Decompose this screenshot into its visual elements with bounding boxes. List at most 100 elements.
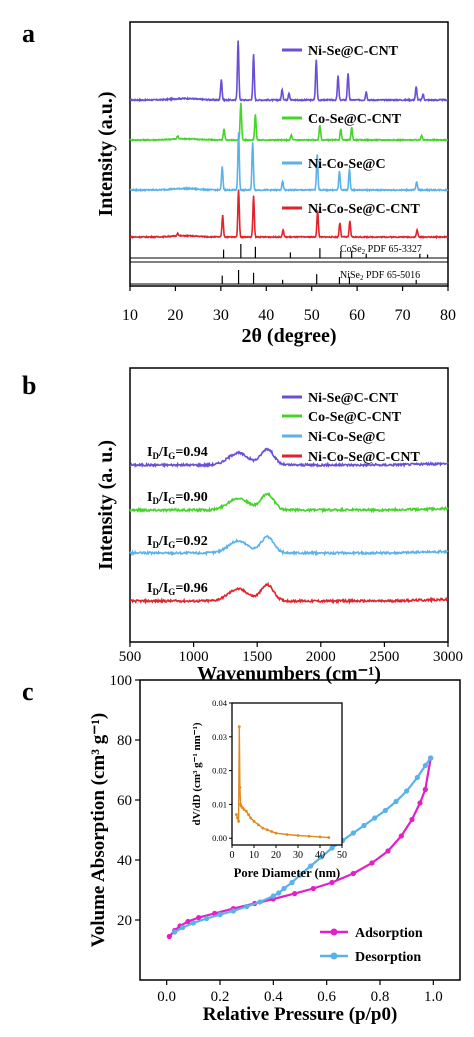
panel-b: b Ni-Se@C-CNT Co-Se@C-CNT Ni-Co-Se@C Ni-Co-… xyxy=(22,367,463,685)
isotherm-point-adsorption xyxy=(385,848,391,854)
y-tick-label-c: 60 xyxy=(117,793,132,809)
panel-b-x-ticks: 500 1000 1500 2000 2500 3000 xyxy=(119,642,463,665)
x-tick-label-c: 0.0 xyxy=(157,989,176,1005)
x-tick-label-a: 20 xyxy=(167,307,183,324)
inset-y-tick-label: 0.00 xyxy=(212,833,227,843)
x-tick-label-b: 500 xyxy=(119,649,142,665)
inset-pore-point xyxy=(237,725,241,729)
x-tick-label-b: 2500 xyxy=(369,649,399,665)
panel-b-ratio-labels: ID/IG=0.94 ID/IG=0.90 ID/IG=0.92 ID/IG=0.96 xyxy=(147,445,208,597)
inset-y-axis-label: dV/dD (cm³ g⁻¹ nm⁻¹) xyxy=(191,722,203,825)
xrd-series-ni-co-se-c-cnt xyxy=(129,189,449,240)
isotherm-point-adsorption xyxy=(422,786,428,793)
inset-y-ticks: 0.00 0.01 0.02 0.03 0.04 xyxy=(212,698,232,843)
isotherm-point-desorption xyxy=(204,915,210,922)
isotherm-point-adsorption xyxy=(398,833,404,839)
inset-series xyxy=(235,725,331,839)
legend-label-b-2: Co-Se@C-CNT xyxy=(308,410,402,425)
panel-b-y-axis-label: Intensity (a. u.) xyxy=(95,440,117,570)
inset-x-tick-label: 30 xyxy=(293,850,303,861)
inset-pore-point xyxy=(244,809,248,813)
x-tick-label-b: 2000 xyxy=(306,649,336,665)
raman-series-ni-co-se-c-cnt xyxy=(129,581,449,605)
legend-label-a-3: Ni-Co-Se@C xyxy=(308,157,386,172)
x-tick-label-a: 70 xyxy=(395,307,411,324)
inset-x-ticks: 0 10 20 30 40 50 xyxy=(230,845,347,861)
inset-pore-point xyxy=(270,830,273,833)
isotherm-point-desorption xyxy=(414,774,420,781)
panel-a-label: a xyxy=(22,19,35,48)
inset-x-tick-label: 10 xyxy=(249,850,259,861)
raman-series-ni-co-se-c xyxy=(129,534,449,557)
inset-pore-point xyxy=(252,819,256,823)
x-tick-label-c: 0.8 xyxy=(371,989,390,1005)
reference-label-2: NiSe2 PDF 65-5016 xyxy=(340,270,420,282)
raman-series-co-se-c-cnt xyxy=(129,492,449,514)
isotherm-point-desorption xyxy=(244,903,250,910)
inset-y-tick-label: 0.03 xyxy=(212,732,227,742)
inset-pore-point xyxy=(265,828,269,832)
x-tick-label-a: 80 xyxy=(440,307,456,324)
panel-c-series xyxy=(166,755,434,940)
legend-label-a-2: Co-Se@C-CNT xyxy=(308,112,402,127)
isotherm-point-adsorption xyxy=(310,885,316,892)
isotherm-point-desorption xyxy=(281,885,287,892)
legend-label-c-1: Adsorption xyxy=(355,926,423,941)
isotherm-point-desorption xyxy=(190,920,196,926)
legend-label-b-4: Ni-Co-Se@C-CNT xyxy=(308,450,420,465)
inset-pore-point xyxy=(307,834,311,838)
isotherm-point-desorption xyxy=(276,890,282,896)
isotherm-point-adsorption xyxy=(166,933,172,940)
inset-pore-point xyxy=(274,831,278,835)
isotherm-point-desorption xyxy=(318,854,324,860)
inset-x-axis-label: Pore Diameter (nm) xyxy=(234,866,340,880)
inset-y-tick-label: 0.01 xyxy=(212,799,227,809)
isotherm-point-adsorption xyxy=(350,870,356,877)
isotherm-point-adsorption xyxy=(417,800,423,806)
isotherm-point-desorption xyxy=(361,822,367,829)
x-tick-label-b: 1000 xyxy=(179,649,209,665)
isotherm-point-desorption xyxy=(372,815,378,821)
isotherm-point-desorption xyxy=(382,807,388,814)
isotherm-point-desorption xyxy=(297,872,303,878)
isotherm-point-desorption xyxy=(257,899,263,905)
panel-c-label: c xyxy=(22,677,34,706)
inset-y-tick-label: 0.02 xyxy=(212,766,227,776)
x-tick-label-a: 30 xyxy=(213,307,229,324)
legend-label-b-1: Ni-Se@C-CNT xyxy=(308,391,399,406)
panel-b-series xyxy=(129,447,449,605)
inset-y-tick-label: 0.04 xyxy=(212,698,228,708)
panel-a-frame xyxy=(129,21,449,287)
inset-pore-point xyxy=(238,786,242,789)
y-tick-label-c: 100 xyxy=(110,673,133,689)
inset-pore-point xyxy=(236,816,239,820)
panel-a-x-ticks: 10 20 30 40 50 60 70 80 xyxy=(122,286,456,324)
isotherm-point-desorption xyxy=(308,863,314,869)
inset-x-tick-label: 50 xyxy=(337,850,347,861)
inset-pore-point xyxy=(249,816,253,820)
id-ig-ratio-2: ID/IG=0.90 xyxy=(147,490,208,506)
panel-b-legend: Ni-Se@C-CNT Co-Se@C-CNT Ni-Co-Se@C Ni-Co-Se… xyxy=(282,391,420,465)
inset-x-tick-label: 40 xyxy=(315,850,325,861)
isotherm-point-adsorption xyxy=(196,915,202,921)
panel-b-x-axis-label: Wavenumbers (cm⁻¹) xyxy=(197,663,381,685)
panel-c-inset: 0.00 0.01 0.02 0.03 0.04 0 10 20 30 40 50 Pore Di… xyxy=(191,698,347,880)
x-tick-label-b: 3000 xyxy=(433,649,463,665)
isotherm-point-adsorption xyxy=(409,816,415,823)
inset-x-tick-label: 20 xyxy=(271,850,281,861)
reference-label-1: CoSe2 PDF 65-3327 xyxy=(340,244,422,256)
panel-c-frame xyxy=(139,679,461,981)
inset-pore-point xyxy=(296,834,300,837)
x-tick-label-c: 0.4 xyxy=(264,989,283,1005)
x-tick-label-a: 10 xyxy=(122,307,138,324)
panel-b-frame xyxy=(129,367,449,643)
isotherm-point-desorption xyxy=(180,924,186,931)
panel-a: a CoSe2 PDF 65-3327 NiSe2 PDF 65-5016 Ni-… xyxy=(22,19,456,347)
x-tick-label-c: 0.2 xyxy=(211,989,230,1005)
inset-pore-point xyxy=(237,819,241,823)
panel-c-y-ticks: 20 40 60 80 100 xyxy=(110,673,140,929)
panel-a-x-axis-label: 2θ (degree) xyxy=(241,325,336,347)
id-ig-ratio-1: ID/IG=0.94 xyxy=(147,445,208,461)
x-tick-label-a: 50 xyxy=(304,307,320,324)
